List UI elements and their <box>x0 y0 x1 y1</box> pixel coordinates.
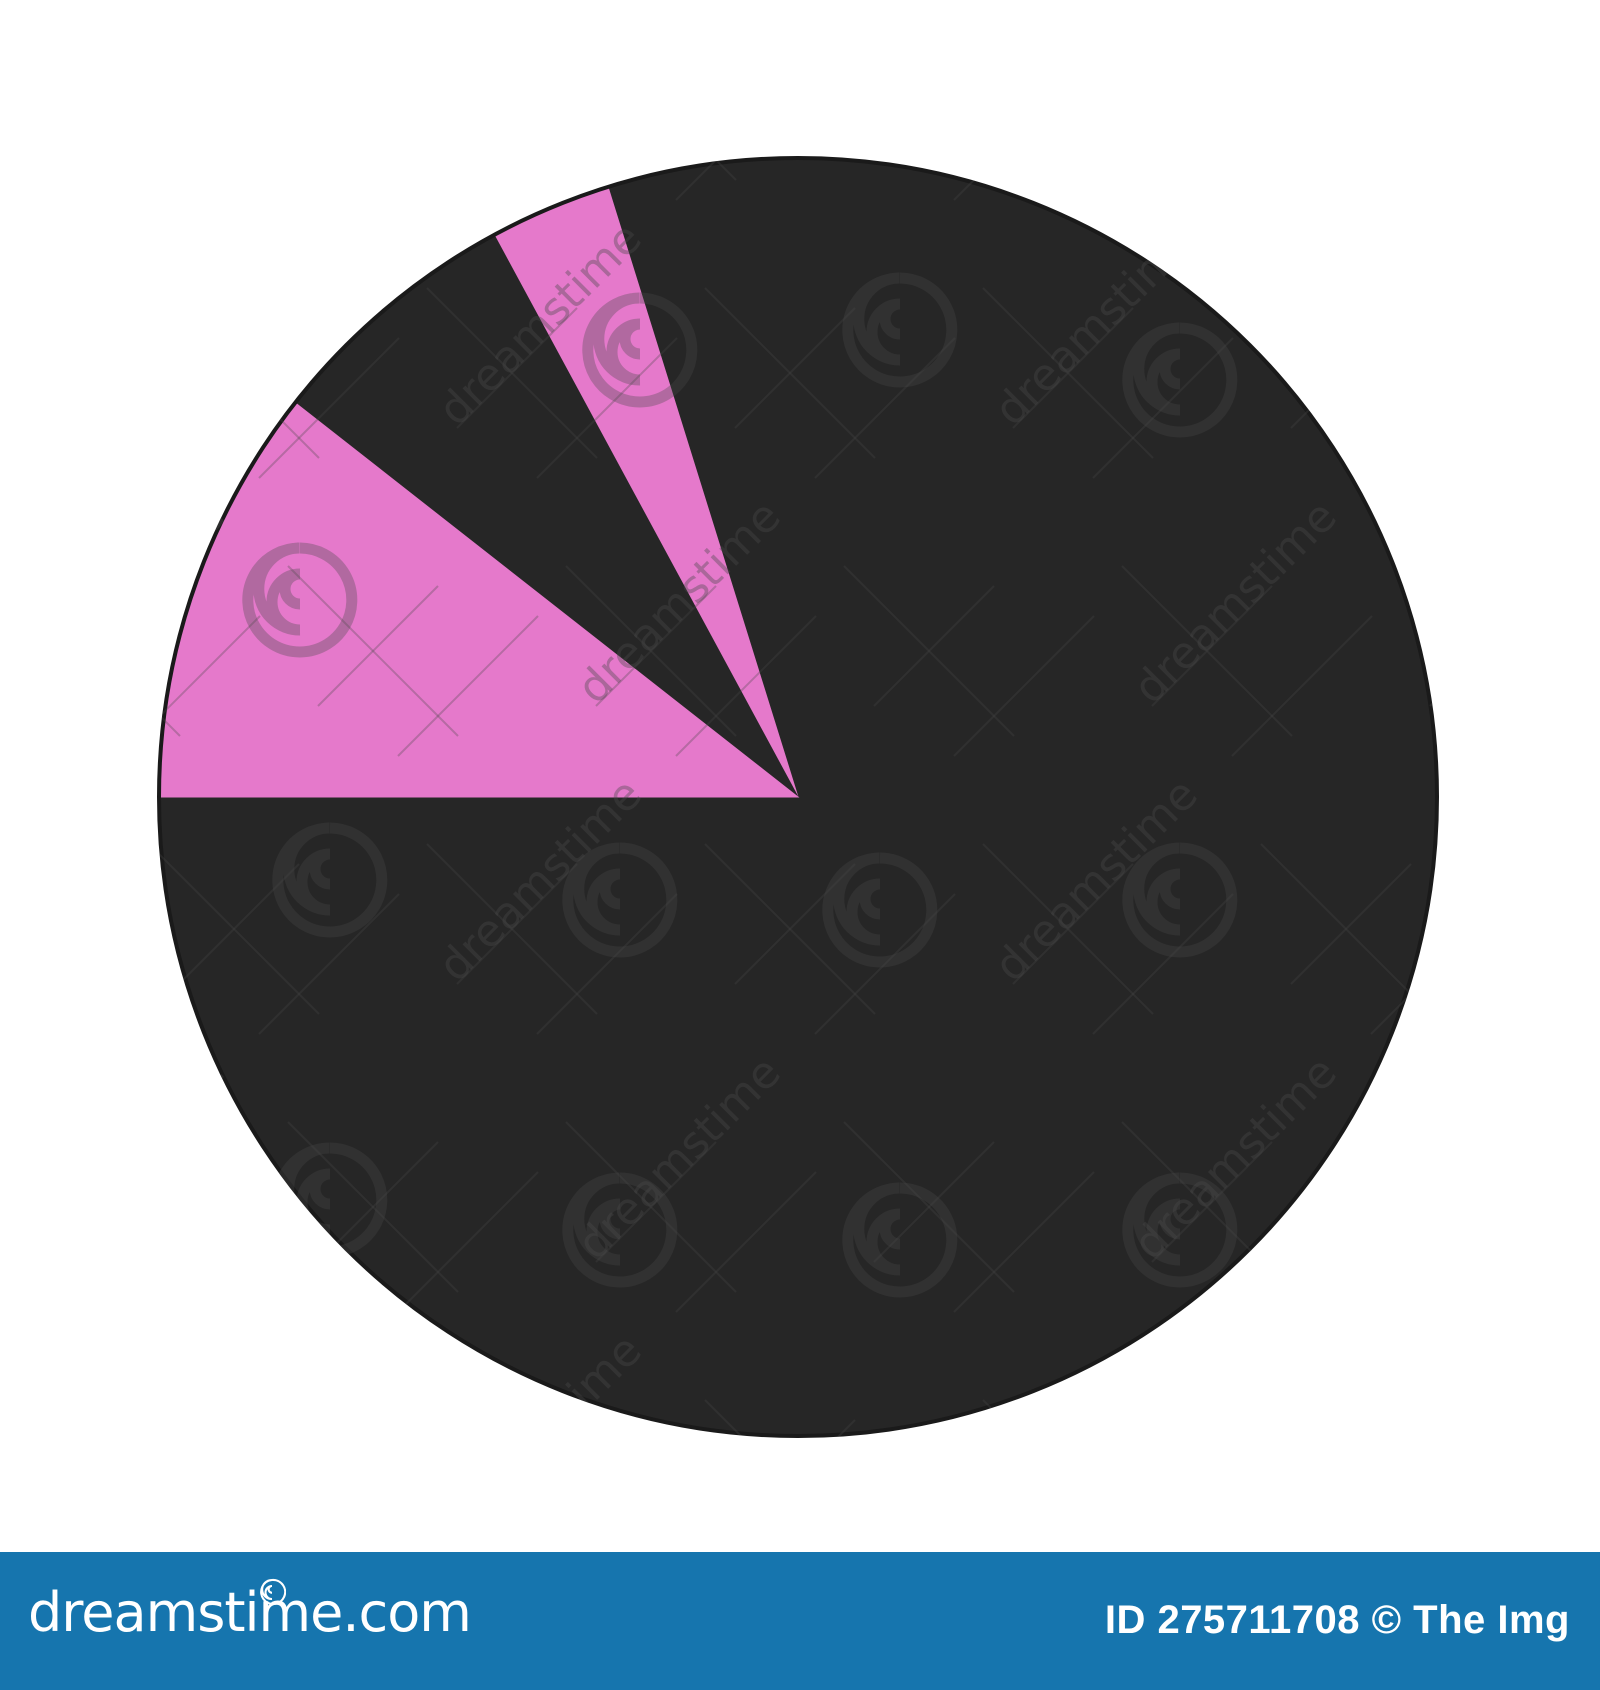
dreamstime-footer-bar: dreamstime.com ID 275711708 © The Img <box>0 1552 1600 1690</box>
pie-slice-group <box>158 157 1438 1437</box>
image-id-credit: ID 275711708 © The Img <box>1104 1598 1570 1642</box>
pie-outline-circle <box>157 156 1439 1438</box>
spiral-icon <box>260 1578 286 1605</box>
dreamstime-logo-text: dreamstime.com <box>28 1581 472 1644</box>
dreamstime-logo: dreamstime.com <box>28 1581 472 1644</box>
pie-chart-area: dreamstime dreamstime dreamstime dreamstime… <box>157 156 1439 1438</box>
pie-chart-svg <box>157 156 1439 1438</box>
